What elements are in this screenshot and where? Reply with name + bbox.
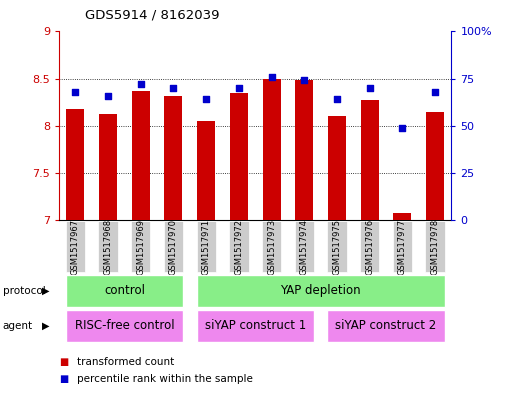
- Point: [398, 125, 406, 131]
- Text: GSM1517968: GSM1517968: [104, 219, 112, 275]
- Text: protocol: protocol: [3, 286, 45, 296]
- Text: agent: agent: [3, 321, 33, 331]
- Bar: [327, 310, 445, 342]
- Text: GSM1517970: GSM1517970: [169, 219, 178, 275]
- Text: GSM1517967: GSM1517967: [71, 219, 80, 275]
- Bar: [196, 221, 216, 272]
- Point: [333, 96, 341, 103]
- Text: GDS5914 / 8162039: GDS5914 / 8162039: [85, 9, 219, 22]
- Bar: [229, 221, 248, 272]
- Text: GSM1517976: GSM1517976: [365, 219, 374, 275]
- Bar: [393, 221, 412, 272]
- Bar: [66, 310, 183, 342]
- Text: siYAP construct 1: siYAP construct 1: [205, 319, 306, 332]
- Bar: [196, 310, 314, 342]
- Bar: [425, 221, 445, 272]
- Bar: [328, 116, 346, 220]
- Point: [104, 92, 112, 99]
- Text: GSM1517978: GSM1517978: [430, 219, 440, 275]
- Bar: [132, 91, 150, 220]
- Point: [136, 81, 145, 87]
- Bar: [99, 114, 117, 220]
- Bar: [294, 221, 314, 272]
- Point: [169, 85, 177, 91]
- Point: [267, 73, 275, 80]
- Bar: [262, 221, 281, 272]
- Text: GSM1517969: GSM1517969: [136, 219, 145, 275]
- Bar: [196, 275, 445, 307]
- Text: control: control: [104, 284, 145, 297]
- Text: ■: ■: [59, 374, 68, 384]
- Point: [431, 89, 439, 95]
- Text: GSM1517977: GSM1517977: [398, 219, 407, 275]
- Text: ■: ■: [59, 356, 68, 367]
- Point: [202, 96, 210, 103]
- Text: GSM1517972: GSM1517972: [234, 219, 243, 275]
- Text: GSM1517974: GSM1517974: [300, 219, 309, 275]
- Text: GSM1517971: GSM1517971: [202, 219, 211, 275]
- Text: GSM1517975: GSM1517975: [332, 219, 342, 275]
- Text: ▶: ▶: [42, 286, 50, 296]
- Bar: [164, 221, 183, 272]
- Point: [366, 85, 374, 91]
- Text: YAP depletion: YAP depletion: [280, 284, 361, 297]
- Point: [300, 77, 308, 84]
- Bar: [230, 93, 248, 220]
- Text: ▶: ▶: [42, 321, 50, 331]
- Bar: [360, 221, 379, 272]
- Bar: [131, 221, 150, 272]
- Text: transformed count: transformed count: [77, 356, 174, 367]
- Bar: [393, 213, 411, 220]
- Bar: [66, 109, 84, 220]
- Point: [235, 85, 243, 91]
- Bar: [197, 121, 215, 220]
- Bar: [361, 100, 379, 220]
- Bar: [98, 221, 117, 272]
- Text: RISC-free control: RISC-free control: [74, 319, 174, 332]
- Point: [71, 89, 80, 95]
- Text: GSM1517973: GSM1517973: [267, 219, 276, 275]
- Bar: [426, 112, 444, 220]
- Bar: [295, 81, 313, 220]
- Bar: [165, 95, 183, 220]
- Bar: [66, 221, 85, 272]
- Text: percentile rank within the sample: percentile rank within the sample: [77, 374, 253, 384]
- Text: siYAP construct 2: siYAP construct 2: [336, 319, 437, 332]
- Bar: [263, 79, 281, 220]
- Bar: [66, 275, 183, 307]
- Bar: [327, 221, 347, 272]
